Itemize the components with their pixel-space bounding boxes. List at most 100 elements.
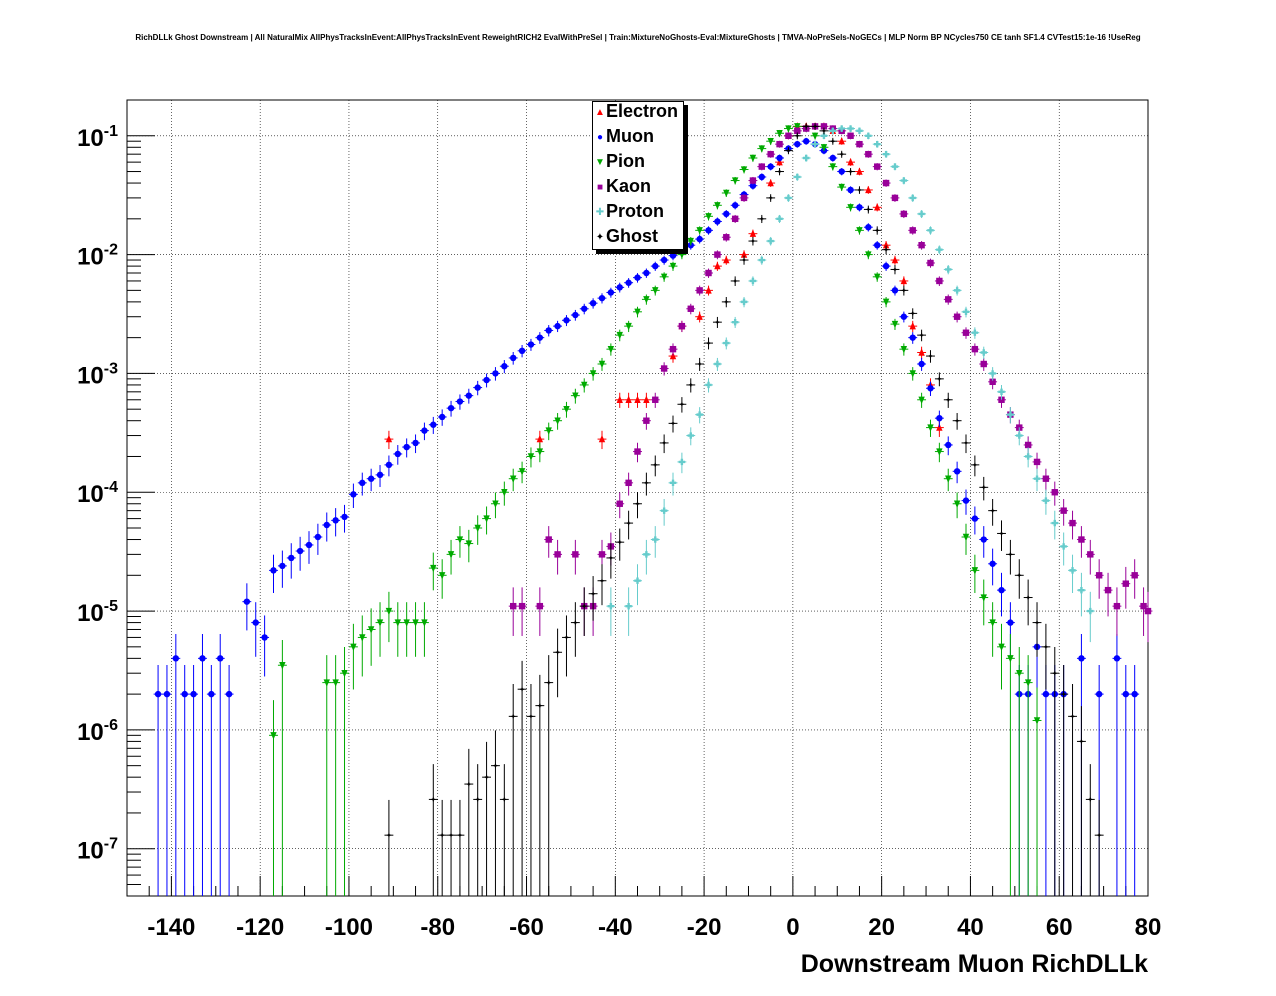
electron-point — [918, 348, 925, 356]
ghost-point — [536, 704, 544, 707]
pion-point — [962, 533, 970, 542]
pion-point — [447, 551, 455, 559]
pion-point — [687, 237, 694, 246]
muon-point — [794, 140, 801, 148]
muon-point — [172, 655, 180, 662]
ghost-point — [385, 834, 393, 837]
x-tick-label: 20 — [868, 914, 895, 941]
kaon-point — [749, 177, 757, 184]
pion-point — [332, 679, 339, 687]
ghost-point — [1095, 834, 1103, 837]
ghost-point — [856, 188, 863, 191]
muon-point — [163, 690, 171, 698]
muon-point — [314, 533, 322, 541]
legend: ▲Electron ● Muon ▼Pion ■ Kaon ✚ Proton ✦ Gho… — [592, 101, 684, 250]
muon-point — [323, 521, 330, 529]
pion-point — [456, 536, 464, 544]
muon-point — [350, 491, 357, 498]
kaon-point — [723, 234, 730, 241]
kaon-point — [776, 140, 783, 148]
muon-point — [660, 256, 668, 264]
pion-point — [882, 298, 890, 307]
ghost-point — [776, 170, 783, 173]
pion-point — [865, 251, 872, 259]
kaon-point — [1113, 602, 1121, 610]
pion-point — [652, 287, 659, 295]
muon-point — [536, 334, 544, 341]
muon-point — [696, 235, 703, 243]
electron-point — [856, 167, 863, 175]
muon-point — [652, 262, 659, 270]
x-tick-label: -100 — [325, 914, 373, 941]
muon-point — [438, 413, 446, 421]
muon-point — [767, 163, 774, 170]
ghost-point — [1060, 693, 1067, 696]
muon-point — [1042, 690, 1050, 698]
ghost-point — [1078, 740, 1085, 743]
pion-point — [1016, 669, 1023, 678]
kaon-point — [962, 329, 970, 336]
kaon-point — [953, 313, 961, 320]
kaon-point — [634, 448, 641, 455]
electron-point — [838, 137, 845, 145]
muon-point — [563, 317, 570, 324]
kaon-point — [820, 123, 828, 130]
pion-point — [421, 619, 428, 627]
kaon-point — [1144, 607, 1152, 615]
kaon-point — [856, 140, 863, 148]
muon-point — [510, 354, 517, 362]
ghost-point — [660, 441, 668, 444]
muon-point — [465, 392, 473, 399]
legend-label-proton: Proton — [606, 201, 664, 221]
proton-point — [1078, 586, 1085, 594]
muon-point — [1007, 619, 1014, 626]
ghost-point — [518, 688, 526, 691]
muon-point — [900, 313, 908, 320]
proton-point — [625, 602, 632, 610]
muon-point — [181, 690, 188, 698]
electron-point — [865, 185, 872, 194]
pion-point — [891, 320, 899, 329]
kaon-point — [980, 360, 987, 368]
kaon-point — [1122, 580, 1130, 587]
kaon-point — [1095, 572, 1103, 579]
muon-point — [359, 479, 366, 487]
muon-point — [758, 173, 765, 181]
proton-point — [607, 602, 615, 610]
square-marker-icon: ■ — [596, 181, 604, 193]
muon-point — [385, 461, 393, 469]
ghost-point — [767, 196, 774, 199]
pion-point — [927, 424, 934, 432]
ghost-point — [1007, 553, 1014, 556]
ghost-point — [838, 153, 845, 156]
electron-point — [847, 157, 854, 166]
proton-point — [660, 507, 668, 514]
pion-point — [510, 475, 517, 483]
ghost-point — [829, 140, 837, 143]
muon-point — [305, 541, 313, 549]
muon-point — [669, 252, 677, 259]
muon-point — [980, 536, 987, 543]
muon-point — [376, 471, 384, 479]
kaon-point — [1051, 489, 1058, 496]
proton-point — [927, 227, 934, 234]
ghost-point — [625, 522, 632, 525]
kaon-point — [1042, 475, 1050, 482]
muon-point — [874, 241, 881, 249]
kaon-point — [554, 551, 561, 558]
proton-point — [962, 308, 970, 316]
kaon-point — [740, 194, 748, 202]
kaon-point — [545, 536, 552, 543]
muon-point — [705, 227, 712, 234]
muon-point — [252, 619, 259, 626]
muon-point — [723, 210, 730, 218]
legend-label-muon: Muon — [606, 126, 654, 146]
proton-point — [882, 150, 890, 158]
ghost-point — [510, 715, 517, 718]
legend-item-proton: ✚ Proton — [595, 199, 664, 224]
pion-point — [634, 308, 641, 317]
y-tick-label: 10-7 — [77, 836, 118, 865]
kaon-point — [678, 322, 686, 330]
ghost-point — [438, 834, 446, 837]
